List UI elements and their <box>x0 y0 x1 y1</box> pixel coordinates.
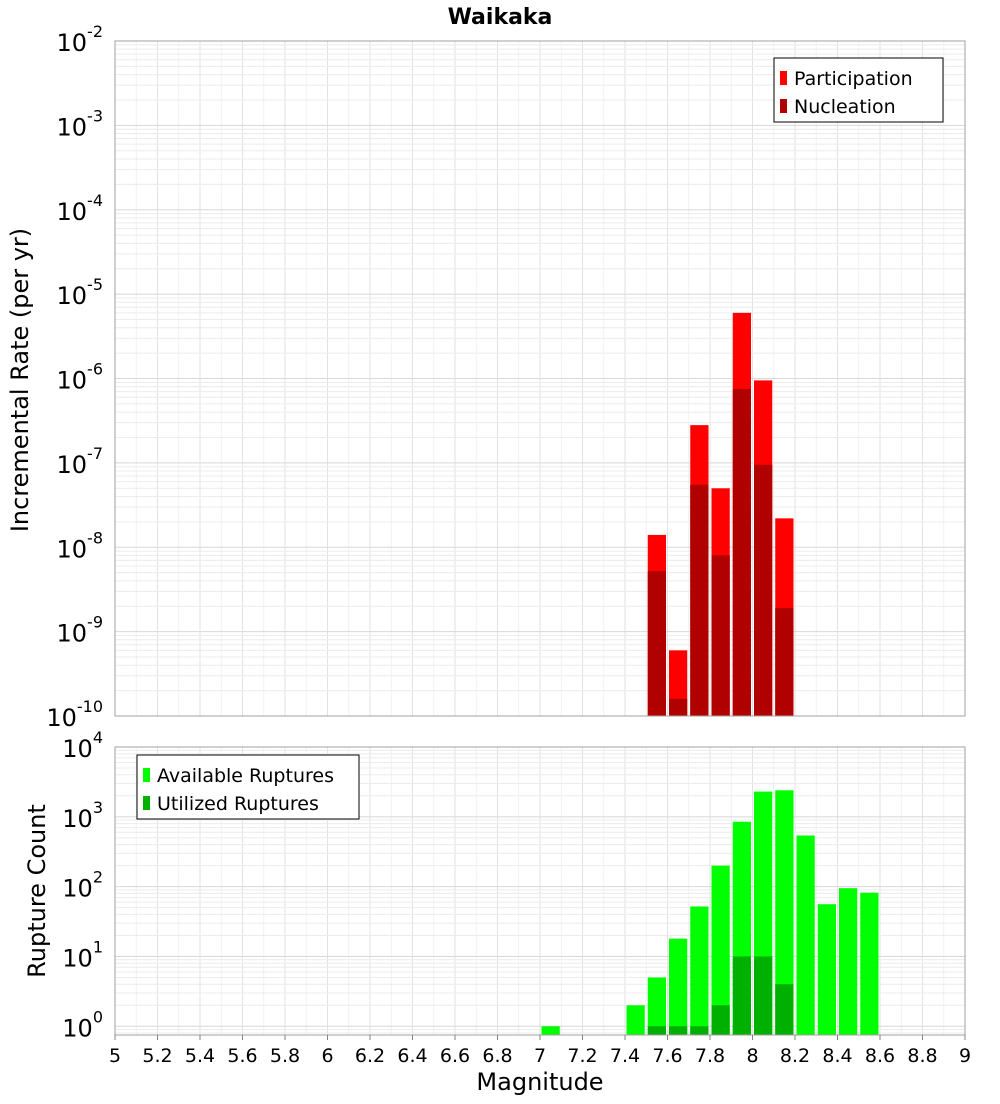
y-tick-label: 10-5 <box>57 275 104 310</box>
y-tick-label: 10-9 <box>57 613 104 648</box>
bar-nucleation <box>711 555 730 716</box>
legend-swatch-nucleation <box>780 99 787 113</box>
legend: Participation Nucleation <box>773 57 944 123</box>
x-tick-label: 6.4 <box>397 1045 427 1067</box>
x-tick-label: 6.2 <box>355 1045 385 1067</box>
bar-utilized-ruptures <box>711 1005 730 1035</box>
x-tick-label: 7.4 <box>610 1045 640 1067</box>
grid-layer <box>114 40 966 1035</box>
x-tick-label: 6.8 <box>482 1045 512 1067</box>
bar-nucleation <box>775 608 794 716</box>
x-tick-label: 8.6 <box>865 1045 895 1067</box>
bar-available-ruptures <box>860 892 879 1035</box>
bar-available-ruptures <box>711 865 730 1035</box>
bars-layer <box>541 312 879 1035</box>
y-tick-label: 10-4 <box>57 191 104 226</box>
x-tick-label: 7.8 <box>695 1045 725 1067</box>
bar-nucleation <box>647 571 666 716</box>
legend-swatch-available-ruptures <box>143 768 150 782</box>
y-tick-label: 102 <box>62 868 103 903</box>
y-tick-label: 10-2 <box>57 22 104 57</box>
x-tick-label: 7.6 <box>652 1045 682 1067</box>
bar-utilized-ruptures <box>647 1026 666 1035</box>
x-tick-label: 5.2 <box>142 1045 172 1067</box>
y-tick-label: 10-8 <box>57 528 104 563</box>
bar-utilized-ruptures <box>754 956 773 1035</box>
x-tick-label: 6.6 <box>440 1045 470 1067</box>
bar-available-ruptures <box>626 1005 645 1035</box>
x-tick-label: 5.6 <box>227 1045 257 1067</box>
bar-available-ruptures <box>690 906 709 1035</box>
x-tick-label: 8.8 <box>907 1045 937 1067</box>
x-tick-label: 5.8 <box>270 1045 300 1067</box>
bar-available-ruptures <box>541 1026 560 1035</box>
bar-available-ruptures <box>796 835 815 1035</box>
x-tick-label: 8.4 <box>822 1045 852 1067</box>
y-tick-label: 10-3 <box>57 106 104 141</box>
x-tick-label: 7 <box>534 1045 546 1067</box>
x-tick-label: 5 <box>109 1045 121 1067</box>
x-tick-label: 9 <box>959 1045 971 1067</box>
legend: Available Ruptures Utilized Ruptures <box>136 754 360 820</box>
bottom-y-axis-label: Rupture Count <box>23 804 51 978</box>
legend-swatch-utilized-ruptures <box>143 796 150 810</box>
bar-utilized-ruptures <box>775 984 794 1035</box>
bar-available-ruptures <box>669 938 688 1035</box>
y-tick-label: 10-7 <box>57 444 104 479</box>
legend-label-participation: Participation <box>794 68 913 90</box>
legend-swatch-participation <box>780 71 787 85</box>
bar-available-ruptures <box>839 888 858 1035</box>
x-tick-label: 7.2 <box>567 1045 597 1067</box>
legend-box <box>773 57 944 123</box>
bar-nucleation <box>732 389 751 716</box>
bar-available-ruptures <box>817 904 836 1035</box>
x-tick-label: 8 <box>746 1045 758 1067</box>
bar-nucleation <box>754 464 773 716</box>
x-tick-label: 6 <box>321 1045 333 1067</box>
bar-available-ruptures <box>647 977 666 1035</box>
y-tick-label: 103 <box>62 798 103 833</box>
x-axis-label: Magnitude <box>476 1068 603 1096</box>
top-y-axis-label: Incremental Rate (per yr) <box>6 228 34 532</box>
y-tick-label: 10-6 <box>57 360 104 395</box>
y-tick-label: 104 <box>62 728 103 763</box>
legend-box <box>136 754 360 820</box>
bar-nucleation <box>669 698 688 716</box>
bar-utilized-ruptures <box>732 956 751 1035</box>
axes-layer: 10-10 10-9 10-8 10-7 10-6 10-5 10-4 10-3 10-2 Par… <box>46 22 971 1067</box>
x-tick-label: 5.4 <box>185 1045 215 1067</box>
y-tick-label: 100 <box>62 1007 103 1042</box>
legend-label-utilized-ruptures: Utilized Ruptures <box>157 793 319 815</box>
chart-title: Waikaka <box>448 5 553 30</box>
x-tick-label: 8.2 <box>780 1045 810 1067</box>
y-tick-label: 101 <box>62 937 103 972</box>
y-tick-label: 10-10 <box>46 697 103 732</box>
bar-nucleation <box>690 484 709 716</box>
legend-label-available-ruptures: Available Ruptures <box>157 765 334 787</box>
legend-label-nucleation: Nucleation <box>794 96 896 118</box>
bar-utilized-ruptures <box>669 1026 688 1035</box>
bar-available-ruptures <box>775 790 794 1035</box>
plot-frame <box>114 40 966 717</box>
bar-utilized-ruptures <box>690 1026 709 1035</box>
